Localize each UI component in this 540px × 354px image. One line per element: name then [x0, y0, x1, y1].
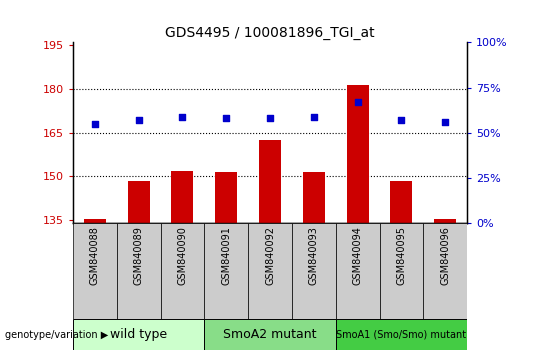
Point	[91, 121, 99, 127]
Point	[309, 114, 318, 119]
Bar	[259, 140, 281, 223]
Bar	[204, 319, 336, 350]
Bar	[127, 181, 150, 223]
Point	[178, 114, 187, 119]
Text: GSM840093: GSM840093	[309, 226, 319, 285]
Text: GSM840094: GSM840094	[353, 226, 362, 285]
Text: GSM840095: GSM840095	[396, 226, 407, 285]
Bar	[303, 172, 325, 223]
Bar	[380, 223, 423, 319]
Text: genotype/variation ▶: genotype/variation ▶	[5, 330, 109, 339]
Bar	[73, 223, 117, 319]
Bar	[84, 219, 106, 223]
Text: SmoA1 (Smo/Smo) mutant: SmoA1 (Smo/Smo) mutant	[336, 330, 467, 339]
Bar	[117, 223, 160, 319]
Bar	[73, 319, 204, 350]
Text: GSM840089: GSM840089	[133, 226, 144, 285]
Text: GSM840090: GSM840090	[178, 226, 187, 285]
Bar	[204, 223, 248, 319]
Text: wild type: wild type	[110, 328, 167, 341]
Bar	[172, 171, 193, 223]
Bar	[434, 219, 456, 223]
Text: GSM840092: GSM840092	[265, 226, 275, 285]
Text: GSM840091: GSM840091	[221, 226, 231, 285]
Bar	[390, 181, 413, 223]
Bar	[423, 223, 467, 319]
Bar	[347, 85, 368, 223]
Point	[441, 119, 449, 125]
Bar	[160, 223, 204, 319]
Text: GSM840096: GSM840096	[440, 226, 450, 285]
Point	[222, 115, 231, 121]
Point	[134, 117, 143, 123]
Bar	[336, 319, 467, 350]
Text: GSM840088: GSM840088	[90, 226, 100, 285]
Text: SmoA2 mutant: SmoA2 mutant	[223, 328, 317, 341]
Title: GDS4495 / 100081896_TGI_at: GDS4495 / 100081896_TGI_at	[165, 26, 375, 40]
Bar	[292, 223, 336, 319]
Bar	[336, 223, 380, 319]
Point	[353, 99, 362, 105]
Bar	[248, 223, 292, 319]
Point	[266, 115, 274, 121]
Point	[397, 117, 406, 123]
Bar	[215, 172, 237, 223]
